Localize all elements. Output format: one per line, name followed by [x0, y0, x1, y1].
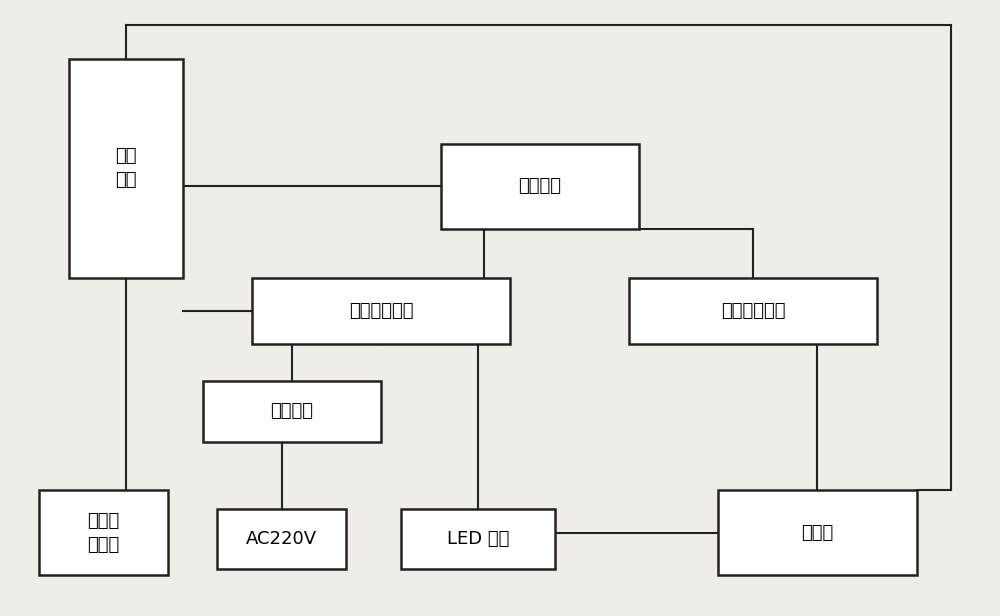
- Text: 充电
模块: 充电 模块: [115, 147, 136, 189]
- Bar: [203, 381, 381, 442]
- Text: AC220V: AC220V: [246, 530, 317, 548]
- Bar: [39, 490, 168, 575]
- Bar: [441, 144, 639, 229]
- Bar: [252, 278, 510, 344]
- Bar: [718, 490, 916, 575]
- Bar: [401, 509, 555, 569]
- Text: 太阳能
电池板: 太阳能 电池板: [87, 512, 119, 554]
- Bar: [69, 59, 183, 278]
- Bar: [217, 509, 346, 569]
- Text: 微处理器: 微处理器: [518, 177, 561, 195]
- Text: 恒流输出模块: 恒流输出模块: [349, 302, 413, 320]
- Bar: [629, 278, 877, 344]
- Text: 蓄电池: 蓄电池: [801, 524, 833, 542]
- Text: 开关电源: 开关电源: [270, 402, 313, 420]
- Text: LED 负载: LED 负载: [447, 530, 509, 548]
- Text: 电压检测模块: 电压检测模块: [721, 302, 785, 320]
